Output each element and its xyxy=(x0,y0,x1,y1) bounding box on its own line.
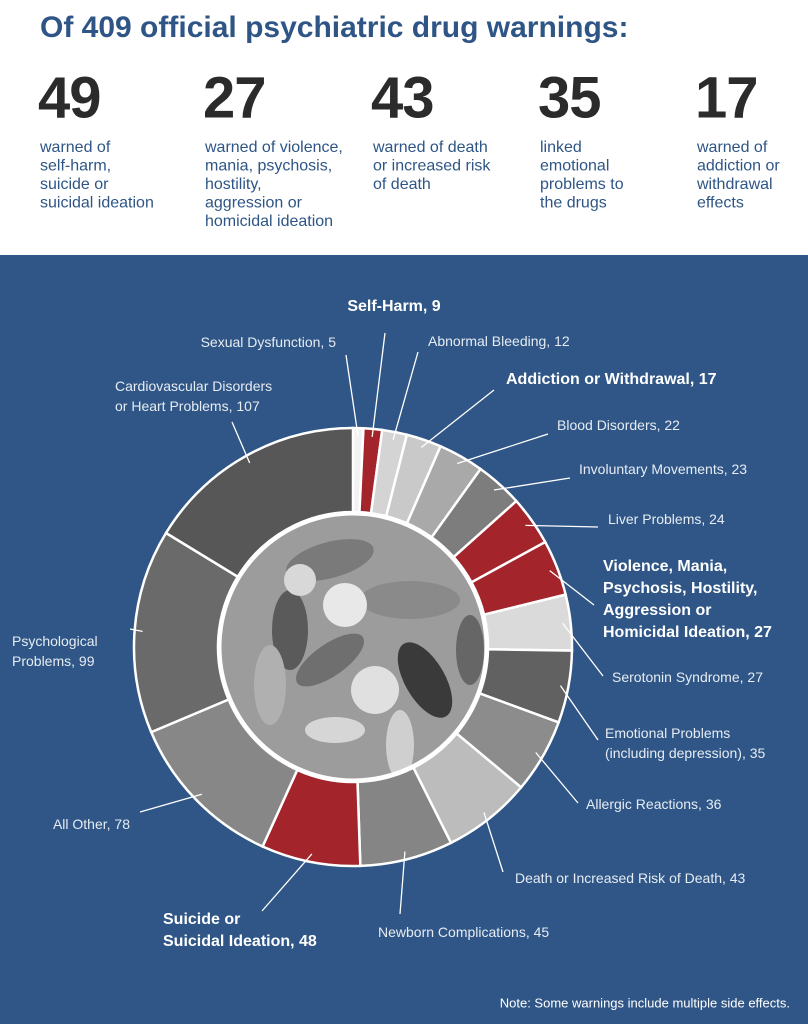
leader-line xyxy=(371,332,386,437)
segment-label: Emotional Problems (including depression)… xyxy=(605,725,766,761)
stat-line: or increased risk xyxy=(373,158,491,175)
segment-label-line: Suicide or xyxy=(163,911,240,928)
stat-number: 17 xyxy=(695,65,758,130)
segment-label-line: Serotonin Syndrome, 27 xyxy=(612,669,763,685)
segment-label-line: Cardiovascular Disorders xyxy=(115,378,272,394)
leader-line xyxy=(345,354,359,437)
leader-line xyxy=(399,851,406,915)
segment-label: Violence, Mania, Psychosis, Hostility, Agg… xyxy=(603,558,772,641)
leader-line xyxy=(261,853,313,912)
stat-line: warned of death xyxy=(372,139,488,156)
leader-line xyxy=(483,812,504,873)
segment-label-line: Homicidal Ideation, 27 xyxy=(603,624,772,641)
segment-label-line: Death or Increased Risk of Death, 43 xyxy=(515,870,746,886)
segment-label-line: Emotional Problems xyxy=(605,725,730,741)
segment-label-line: Addiction or Withdrawal, 17 xyxy=(506,371,717,388)
leader-line xyxy=(139,793,203,813)
segment-label: Liver Problems, 24 xyxy=(608,511,725,527)
header-background xyxy=(0,0,808,255)
stat-line: suicidal ideation xyxy=(40,195,154,212)
title: Of 409 official psychiatric drug warning… xyxy=(40,11,628,44)
segment-label: Serotonin Syndrome, 27 xyxy=(612,669,763,685)
leader-line xyxy=(231,421,251,464)
segment-label: Death or Increased Risk of Death, 43 xyxy=(515,870,746,886)
segment-label: Abnormal Bleeding, 12 xyxy=(428,333,570,349)
segment-label: All Other, 78 xyxy=(53,816,130,832)
stat-line: warned of xyxy=(39,139,111,156)
pill-image xyxy=(218,512,488,782)
leader-line xyxy=(456,433,549,465)
segment-label-line: Suicidal Ideation, 48 xyxy=(163,933,317,950)
segment-label-line: Self-Harm, 9 xyxy=(347,298,440,315)
stat-description: warned of self-harm, suicide or suicidal id… xyxy=(39,139,154,212)
leader-line xyxy=(493,477,571,491)
segment-label: Addiction or Withdrawal, 17 xyxy=(506,371,717,388)
segment-label: Self-Harm, 9 xyxy=(347,298,440,315)
segment-label-line: Violence, Mania, xyxy=(603,558,727,575)
segment-label-line: (including depression), 35 xyxy=(605,745,766,761)
segment-label-line: Psychological xyxy=(12,633,98,649)
segment-label-line: All Other, 78 xyxy=(53,816,130,832)
stat-line: warned of xyxy=(696,139,768,156)
stat-line: mania, psychosis, xyxy=(205,158,332,175)
note: Note: Some warnings include multiple sid… xyxy=(500,995,790,1010)
stat-line: addiction or xyxy=(697,158,780,175)
segment-label: Involuntary Movements, 23 xyxy=(579,461,747,477)
segment-label-line: Aggression or xyxy=(603,602,711,619)
stat-line: self-harm, xyxy=(40,158,111,175)
stat-number: 43 xyxy=(371,65,434,130)
segment-label-line: Problems, 99 xyxy=(12,653,95,669)
stat-line: withdrawal xyxy=(696,176,773,193)
leader-line xyxy=(525,524,599,528)
segment-label-line: Involuntary Movements, 23 xyxy=(579,461,747,477)
stat-line: warned of violence, xyxy=(204,139,343,156)
leader-line xyxy=(420,389,495,448)
stat-line: aggression or xyxy=(205,195,303,212)
leader-line xyxy=(562,622,604,677)
stat-line: suicide or xyxy=(40,176,109,193)
segment-label-line: or Heart Problems, 107 xyxy=(115,398,260,414)
segment-label: Suicide or Suicidal Ideation, 48 xyxy=(163,911,317,950)
segment-label-line: Psychosis, Hostility, xyxy=(603,580,757,597)
donut-segment xyxy=(164,426,355,579)
stat-description: warned of death or increased risk of death xyxy=(372,139,491,193)
segment-label: Psychological Problems, 99 xyxy=(12,633,98,669)
segment-label: Blood Disorders, 22 xyxy=(557,417,680,433)
segment-label-line: Abnormal Bleeding, 12 xyxy=(428,333,570,349)
leader-line xyxy=(129,628,143,633)
segment-label-line: Sexual Dysfunction, 5 xyxy=(201,334,337,350)
stat-line: the drugs xyxy=(540,195,607,212)
segment-label-line: Liver Problems, 24 xyxy=(608,511,725,527)
segment-label: Newborn Complications, 45 xyxy=(378,924,549,940)
leader-line xyxy=(392,351,419,441)
stat-description: warned of violence, mania, psychosis, host… xyxy=(204,139,343,230)
segment-label: Sexual Dysfunction, 5 xyxy=(201,334,337,350)
leader-line xyxy=(559,685,599,741)
stat-description: warned of addiction or withdrawal effects xyxy=(696,139,780,212)
stat-number: 49 xyxy=(38,65,101,130)
stat-number: 27 xyxy=(203,65,266,130)
stat-number: 35 xyxy=(538,65,601,130)
segment-label-line: Blood Disorders, 22 xyxy=(557,417,680,433)
segment-label-line: Allergic Reactions, 36 xyxy=(586,796,722,812)
segment-label-line: Newborn Complications, 45 xyxy=(378,924,549,940)
stat-line: hostility, xyxy=(205,176,262,193)
segment-label: Allergic Reactions, 36 xyxy=(586,796,722,812)
stat-line: effects xyxy=(697,195,744,212)
stat-line: of death xyxy=(373,176,431,193)
stat-line: homicidal ideation xyxy=(205,213,333,230)
stat-line: problems to xyxy=(540,176,624,193)
leader-line xyxy=(549,570,595,606)
stat-line: emotional xyxy=(540,158,609,175)
leader-line xyxy=(535,752,579,804)
segment-label: Cardiovascular Disorders or Heart Problem… xyxy=(115,378,272,414)
stat-description: linked emotional problems to the drugs xyxy=(540,139,624,212)
stat-line: linked xyxy=(540,139,582,156)
